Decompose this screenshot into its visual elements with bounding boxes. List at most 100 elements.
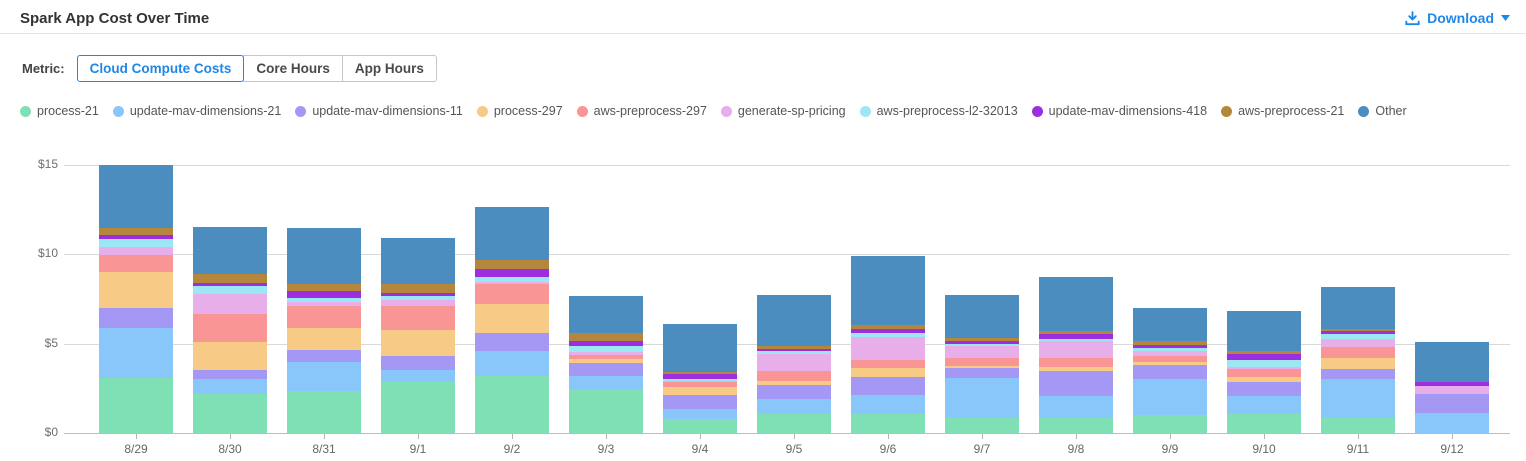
bar-segment-generate-sp-pricing-9-4[interactable] bbox=[663, 380, 737, 383]
bar-segment-generate-sp-pricing-9-10[interactable] bbox=[1227, 366, 1301, 369]
bar-segment-update-mav-dimensions-418-8-30[interactable] bbox=[193, 282, 267, 286]
bar-segment-process-297-9-8[interactable] bbox=[1039, 366, 1113, 371]
legend-item-update-mav-dimensions-21[interactable]: update-mav-dimensions-21 bbox=[112, 104, 281, 118]
bar-segment-update-mav-dimensions-11-9-5[interactable] bbox=[757, 384, 831, 400]
bar-segment-aws-preprocess-l2-32013-9-11[interactable] bbox=[1321, 334, 1395, 339]
bar-segment-generate-sp-pricing-9-12[interactable] bbox=[1415, 386, 1489, 395]
bar-segment-aws-preprocess-297-9-10[interactable] bbox=[1227, 368, 1301, 378]
legend-item-other[interactable]: Other bbox=[1358, 104, 1407, 118]
bar-segment-generate-sp-pricing-9-6[interactable] bbox=[851, 337, 925, 360]
bar-segment-aws-preprocess-l2-32013-8-31[interactable] bbox=[287, 297, 361, 302]
bar-segment-aws-preprocess-21-9-11[interactable] bbox=[1321, 329, 1395, 332]
bar-segment-process-297-8-31[interactable] bbox=[287, 328, 361, 351]
bar-segment-process-297-9-2[interactable] bbox=[475, 304, 549, 333]
bar-segment-process-21-9-5[interactable] bbox=[757, 414, 831, 433]
bar-segment-update-mav-dimensions-21-9-8[interactable] bbox=[1039, 396, 1113, 418]
bar-segment-process-297-9-4[interactable] bbox=[663, 386, 737, 395]
metric-button-app-hours[interactable]: App Hours bbox=[341, 55, 437, 82]
bar-segment-update-mav-dimensions-418-8-29[interactable] bbox=[99, 234, 173, 239]
bar-segment-aws-preprocess-l2-32013-9-7[interactable] bbox=[945, 344, 1019, 347]
bar-segment-update-mav-dimensions-418-9-11[interactable] bbox=[1321, 331, 1395, 335]
bar-segment-generate-sp-pricing-9-5[interactable] bbox=[757, 354, 831, 371]
bar-segment-process-21-8-31[interactable] bbox=[287, 391, 361, 433]
bar-segment-update-mav-dimensions-11-9-1[interactable] bbox=[381, 355, 455, 371]
bar-segment-aws-preprocess-l2-32013-9-3[interactable] bbox=[569, 345, 643, 353]
legend-item-process-21[interactable]: process-21 bbox=[20, 104, 99, 118]
bar-segment-process-21-9-11[interactable] bbox=[1321, 417, 1395, 433]
bar-segment-generate-sp-pricing-9-9[interactable] bbox=[1133, 351, 1207, 356]
bar-segment-process-21-9-7[interactable] bbox=[945, 417, 1019, 433]
bar-segment-process-21-9-4[interactable] bbox=[663, 418, 737, 433]
bar-segment-aws-preprocess-21-8-29[interactable] bbox=[99, 227, 173, 235]
bar-segment-process-21-9-8[interactable] bbox=[1039, 417, 1113, 433]
bar-segment-aws-preprocess-297-9-6[interactable] bbox=[851, 359, 925, 368]
bar-segment-update-mav-dimensions-11-9-7[interactable] bbox=[945, 368, 1019, 379]
bar-segment-update-mav-dimensions-21-9-6[interactable] bbox=[851, 395, 925, 415]
bar-segment-other-9-1[interactable] bbox=[381, 238, 455, 284]
bar-segment-update-mav-dimensions-21-8-30[interactable] bbox=[193, 379, 267, 395]
bar-segment-aws-preprocess-l2-32013-9-10[interactable] bbox=[1227, 359, 1301, 367]
bar-segment-other-9-2[interactable] bbox=[475, 207, 549, 261]
bar-segment-generate-sp-pricing-9-7[interactable] bbox=[945, 346, 1019, 359]
bar-segment-aws-preprocess-21-8-30[interactable] bbox=[193, 274, 267, 283]
bar-segment-generate-sp-pricing-8-30[interactable] bbox=[193, 293, 267, 314]
bar-segment-update-mav-dimensions-11-9-11[interactable] bbox=[1321, 368, 1395, 379]
bar-segment-process-21-8-30[interactable] bbox=[193, 394, 267, 433]
bar-segment-aws-preprocess-297-9-1[interactable] bbox=[381, 306, 455, 331]
bar-segment-update-mav-dimensions-418-9-8[interactable] bbox=[1039, 334, 1113, 340]
bar-segment-process-297-9-5[interactable] bbox=[757, 380, 831, 385]
legend-item-generate-sp-pricing[interactable]: generate-sp-pricing bbox=[720, 104, 846, 118]
bar-segment-update-mav-dimensions-418-9-2[interactable] bbox=[475, 269, 549, 277]
bar-segment-update-mav-dimensions-418-9-1[interactable] bbox=[381, 293, 455, 296]
bar-segment-process-297-9-11[interactable] bbox=[1321, 358, 1395, 369]
bar-segment-aws-preprocess-l2-32013-9-8[interactable] bbox=[1039, 339, 1113, 342]
bar-segment-aws-preprocess-l2-32013-9-2[interactable] bbox=[475, 276, 549, 282]
bar-segment-update-mav-dimensions-21-9-5[interactable] bbox=[757, 399, 831, 415]
bar-segment-aws-preprocess-21-9-8[interactable] bbox=[1039, 331, 1113, 335]
bar-segment-other-8-29[interactable] bbox=[99, 165, 173, 228]
bar-segment-aws-preprocess-l2-32013-8-29[interactable] bbox=[99, 238, 173, 247]
bar-segment-aws-preprocess-21-9-9[interactable] bbox=[1133, 341, 1207, 345]
bar-segment-aws-preprocess-21-9-5[interactable] bbox=[757, 345, 831, 349]
bar-segment-update-mav-dimensions-418-8-31[interactable] bbox=[287, 290, 361, 298]
bar-segment-aws-preprocess-297-9-7[interactable] bbox=[945, 358, 1019, 367]
bar-segment-update-mav-dimensions-418-9-10[interactable] bbox=[1227, 354, 1301, 360]
bar-segment-update-mav-dimensions-418-9-6[interactable] bbox=[851, 329, 925, 334]
bar-segment-aws-preprocess-21-8-31[interactable] bbox=[287, 284, 361, 291]
bar-segment-aws-preprocess-l2-32013-9-6[interactable] bbox=[851, 333, 925, 338]
bar-segment-update-mav-dimensions-21-9-1[interactable] bbox=[381, 370, 455, 381]
bar-segment-aws-preprocess-21-9-6[interactable] bbox=[851, 324, 925, 330]
bar-segment-process-297-9-3[interactable] bbox=[569, 358, 643, 363]
bar-segment-other-9-5[interactable] bbox=[757, 295, 831, 346]
download-button[interactable]: Download bbox=[1405, 8, 1510, 28]
bar-segment-update-mav-dimensions-418-9-5[interactable] bbox=[757, 348, 831, 352]
bar-segment-update-mav-dimensions-11-8-30[interactable] bbox=[193, 369, 267, 380]
bar-segment-aws-preprocess-21-9-4[interactable] bbox=[663, 371, 737, 375]
bar-segment-aws-preprocess-297-8-31[interactable] bbox=[287, 306, 361, 329]
bar-segment-other-9-6[interactable] bbox=[851, 255, 925, 325]
bar-segment-other-9-3[interactable] bbox=[569, 295, 643, 333]
bar-segment-generate-sp-pricing-9-8[interactable] bbox=[1039, 341, 1113, 359]
legend-item-aws-preprocess-297[interactable]: aws-preprocess-297 bbox=[576, 104, 707, 118]
bar-segment-update-mav-dimensions-11-9-6[interactable] bbox=[851, 377, 925, 396]
bar-segment-other-9-9[interactable] bbox=[1133, 308, 1207, 342]
bar-segment-update-mav-dimensions-11-9-4[interactable] bbox=[663, 394, 737, 409]
bar-segment-process-21-9-6[interactable] bbox=[851, 414, 925, 433]
bar-segment-aws-preprocess-297-8-29[interactable] bbox=[99, 254, 173, 273]
bar-segment-other-9-4[interactable] bbox=[663, 323, 737, 372]
bar-segment-aws-preprocess-297-9-3[interactable] bbox=[569, 355, 643, 359]
bar-segment-other-8-31[interactable] bbox=[287, 228, 361, 285]
bar-segment-process-297-9-10[interactable] bbox=[1227, 377, 1301, 382]
bar-segment-update-mav-dimensions-11-9-8[interactable] bbox=[1039, 370, 1113, 397]
bar-segment-aws-preprocess-21-9-2[interactable] bbox=[475, 260, 549, 269]
bar-segment-update-mav-dimensions-21-9-9[interactable] bbox=[1133, 378, 1207, 416]
bar-segment-generate-sp-pricing-8-31[interactable] bbox=[287, 301, 361, 307]
bar-segment-process-297-8-30[interactable] bbox=[193, 342, 267, 370]
bar-segment-aws-preprocess-297-9-2[interactable] bbox=[475, 284, 549, 305]
bar-segment-aws-preprocess-l2-32013-9-4[interactable] bbox=[663, 379, 737, 381]
bar-segment-generate-sp-pricing-9-3[interactable] bbox=[569, 352, 643, 356]
bar-segment-other-9-11[interactable] bbox=[1321, 287, 1395, 330]
bar-segment-process-21-9-2[interactable] bbox=[475, 375, 549, 433]
bar-segment-update-mav-dimensions-11-9-9[interactable] bbox=[1133, 364, 1207, 379]
bar-segment-process-21-9-3[interactable] bbox=[569, 389, 643, 433]
